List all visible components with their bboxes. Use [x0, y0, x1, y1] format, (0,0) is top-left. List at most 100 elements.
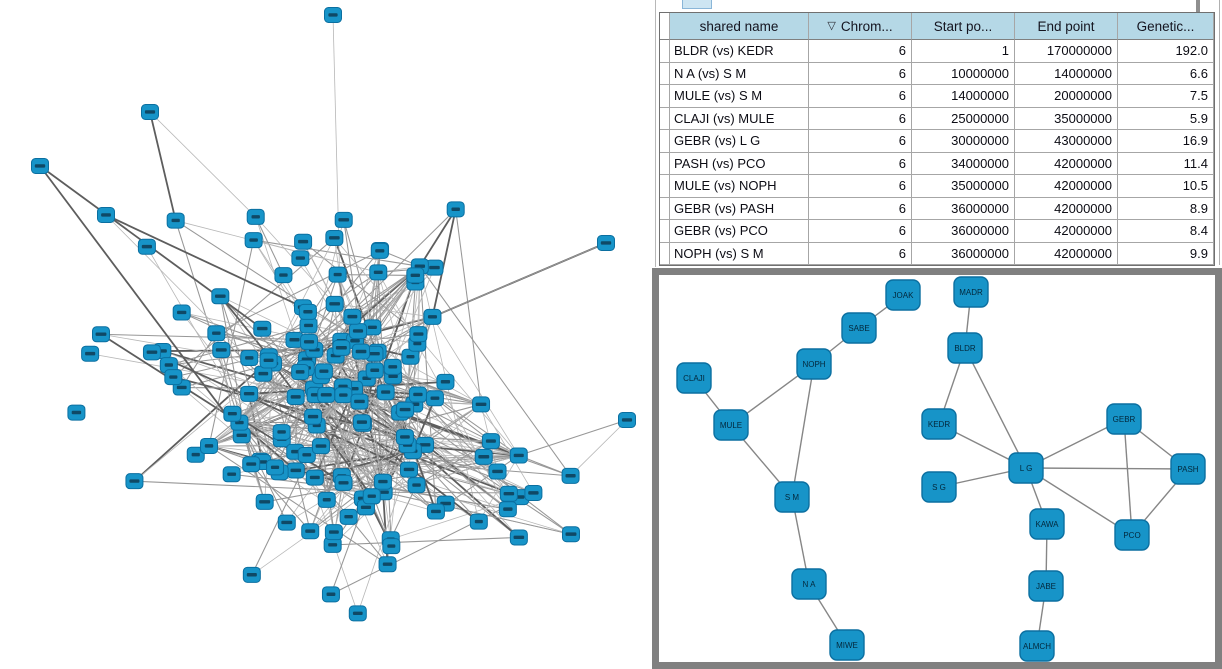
network-node[interactable] [212, 342, 231, 359]
network-node[interactable] [304, 408, 323, 425]
network-node[interactable] [382, 538, 401, 555]
network-node[interactable] [396, 401, 415, 418]
network-node[interactable] [561, 526, 580, 543]
network-node[interactable] [350, 393, 369, 410]
network-node[interactable] [395, 429, 414, 446]
column-header-chrom-[interactable]: ▽ Chrom... [809, 13, 912, 40]
table-cell[interactable]: 10.5 [1118, 175, 1214, 198]
network-node[interactable] [246, 208, 265, 225]
table-cell[interactable]: 6 [809, 242, 912, 265]
network-node[interactable] [240, 349, 259, 366]
network-node-mule[interactable]: MULE [713, 409, 749, 441]
network-node[interactable] [317, 386, 336, 403]
network-node[interactable] [469, 513, 488, 530]
network-node[interactable] [349, 323, 368, 340]
detail-network-canvas[interactable]: JOAK MADR SABE BLDR NOPH CLAJI KEDR GEBR MULE L G… [659, 275, 1215, 662]
table-cell[interactable]: 36000000 [912, 220, 1015, 243]
table-cell[interactable]: GEBR (vs) L G [670, 130, 809, 153]
network-node[interactable] [423, 308, 442, 325]
network-node[interactable] [425, 259, 444, 276]
table-cell[interactable]: 5.9 [1118, 107, 1214, 130]
table-cell[interactable]: GEBR (vs) PASH [670, 197, 809, 220]
network-node[interactable] [325, 295, 344, 312]
network-node[interactable] [137, 238, 156, 255]
network-node-claji[interactable]: CLAJI [676, 362, 712, 394]
network-node[interactable] [141, 104, 159, 120]
network-node[interactable] [67, 404, 86, 421]
scrollbar-notch[interactable] [1196, 0, 1200, 13]
network-node[interactable] [242, 456, 261, 473]
table-cell[interactable]: MULE (vs) S M [670, 85, 809, 108]
network-node[interactable] [255, 493, 274, 510]
table-cell[interactable]: BLDR (vs) KEDR [670, 40, 809, 63]
network-node[interactable] [317, 491, 336, 508]
network-node[interactable] [300, 333, 319, 350]
network-node[interactable] [498, 501, 517, 518]
network-node[interactable] [172, 304, 191, 321]
network-node-l-g[interactable]: L G [1008, 452, 1044, 484]
network-node[interactable] [618, 412, 636, 428]
network-node[interactable] [488, 463, 507, 480]
network-node[interactable] [472, 396, 491, 413]
network-node[interactable] [343, 308, 362, 325]
column-header-genetic-[interactable]: Genetic... [1118, 13, 1214, 40]
network-node[interactable] [426, 503, 445, 520]
network-node[interactable] [286, 388, 305, 405]
network-node[interactable] [125, 473, 144, 490]
tab-fragment[interactable] [682, 0, 712, 9]
table-cell[interactable]: 7.5 [1118, 85, 1214, 108]
table-cell[interactable]: CLAJI (vs) MULE [670, 107, 809, 130]
network-node[interactable] [305, 469, 324, 486]
network-node[interactable] [277, 514, 296, 531]
network-node[interactable] [509, 447, 528, 464]
table-cell[interactable]: 36000000 [912, 197, 1015, 220]
network-node[interactable] [561, 467, 580, 484]
network-node[interactable] [244, 232, 263, 249]
network-node[interactable] [370, 242, 389, 259]
network-node[interactable] [383, 358, 402, 375]
network-node-jabe[interactable]: JABE [1028, 570, 1064, 602]
network-node[interactable] [242, 566, 261, 583]
table-cell[interactable]: GEBR (vs) PCO [670, 220, 809, 243]
network-node[interactable] [474, 448, 493, 465]
network-node[interactable] [91, 326, 110, 343]
network-node[interactable] [499, 485, 518, 502]
network-node[interactable] [400, 461, 419, 478]
table-cell[interactable]: 6.6 [1118, 62, 1214, 85]
network-node[interactable] [81, 345, 100, 362]
network-node-n-a[interactable]: N A [791, 568, 827, 600]
table-cell[interactable]: 8.4 [1118, 220, 1214, 243]
table-cell[interactable]: 42000000 [1015, 175, 1118, 198]
network-node[interactable] [362, 488, 381, 505]
network-node-gebr[interactable]: GEBR [1106, 403, 1142, 435]
network-node[interactable] [334, 211, 353, 228]
table-cell[interactable]: 6 [809, 175, 912, 198]
network-node[interactable] [223, 405, 242, 422]
network-node-kawa[interactable]: KAWA [1029, 508, 1065, 540]
network-node-madr[interactable]: MADR [953, 276, 989, 308]
network-node[interactable] [481, 433, 500, 450]
network-node[interactable] [142, 344, 161, 361]
table-cell[interactable]: 14000000 [1015, 62, 1118, 85]
column-header-end-point[interactable]: End point [1015, 13, 1118, 40]
table-cell[interactable]: 6 [809, 130, 912, 153]
table-cell[interactable]: 8.9 [1118, 197, 1214, 220]
network-node[interactable] [369, 264, 388, 281]
network-node[interactable] [324, 524, 343, 541]
table-cell[interactable]: N A (vs) S M [670, 62, 809, 85]
network-node[interactable] [409, 326, 428, 343]
network-node-s-m[interactable]: S M [774, 481, 810, 513]
table-cell[interactable]: PASH (vs) PCO [670, 152, 809, 175]
network-node[interactable] [299, 317, 318, 334]
table-cell[interactable]: 11.4 [1118, 152, 1214, 175]
network-node-bldr[interactable]: BLDR [947, 332, 983, 364]
table-cell[interactable]: 42000000 [1015, 242, 1118, 265]
network-node[interactable] [425, 390, 444, 407]
network-node[interactable] [298, 303, 317, 320]
network-node[interactable] [286, 462, 305, 479]
network-node-noph[interactable]: NOPH [796, 348, 832, 380]
table-cell[interactable]: 6 [809, 152, 912, 175]
network-node[interactable] [339, 508, 358, 525]
network-node-joak[interactable]: JOAK [885, 279, 921, 311]
table-cell[interactable]: 35000000 [912, 175, 1015, 198]
